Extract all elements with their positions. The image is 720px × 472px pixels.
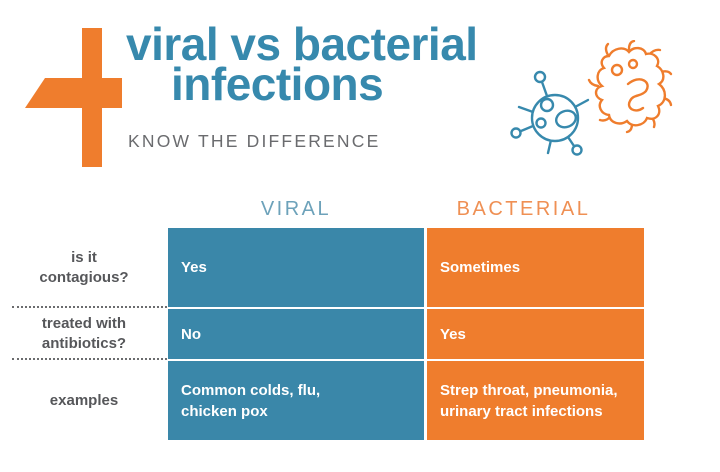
cell-bacterial-antibiotics: Yes — [427, 309, 644, 359]
cell-bacterial-examples: Strep throat, pneumonia, urinary tract i… — [427, 361, 644, 440]
row-label-antibiotics: treated with antibiotics? — [41, 315, 127, 352]
cell-viral-antibiotics: No — [168, 309, 424, 359]
column-header-viral: VIRAL — [260, 197, 332, 220]
cell-viral-examples: Common colds, flu, chicken pox — [168, 361, 424, 440]
medical-cross-icon — [25, 28, 122, 167]
row-label-contagious: is it contagious? — [39, 248, 129, 286]
cross-horizontal-bar — [25, 78, 122, 108]
cell-viral-contagious: Yes — [168, 228, 424, 307]
label-divider — [12, 306, 167, 308]
bacteria-icon — [587, 40, 673, 134]
page-title-line1: viral vs bacterial — [126, 18, 478, 70]
germ-illustrations — [510, 40, 673, 156]
row-label-examples: examples — [49, 391, 119, 409]
page-subtitle: KNOW THE DIFFERENCE — [128, 131, 381, 151]
page-title-line2: infections — [171, 58, 384, 110]
virus-icon — [510, 70, 590, 156]
label-divider — [12, 358, 167, 360]
cell-bacterial-contagious: Sometimes — [427, 228, 644, 307]
column-header-bacterial: BACTERIAL — [456, 197, 591, 220]
